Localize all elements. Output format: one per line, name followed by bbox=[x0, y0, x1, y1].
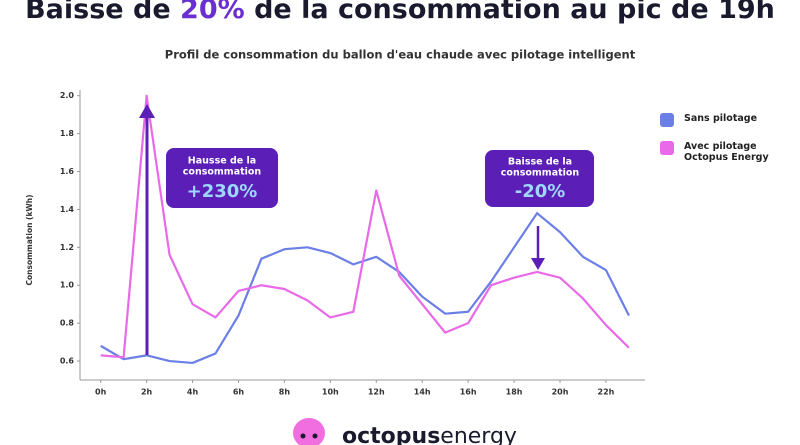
y-tick-label: 2.0 bbox=[60, 91, 75, 100]
chart-subtitle: Profil de consommation du ballon d'eau c… bbox=[165, 48, 636, 62]
y-tick-label: 1.2 bbox=[60, 243, 74, 252]
arrow-head bbox=[531, 258, 545, 270]
y-tick-label: 1.6 bbox=[60, 167, 75, 176]
logo-word: octopus bbox=[342, 424, 440, 445]
x-tick-label: 12h bbox=[368, 388, 385, 397]
annotation-text: Hausse de la bbox=[188, 156, 256, 167]
x-tick-label: 14h bbox=[414, 388, 431, 397]
annotation-text: consommation bbox=[183, 167, 262, 178]
logo-text: octopusenergy bbox=[342, 424, 517, 445]
annotation-box bbox=[485, 150, 594, 207]
logo-word: energy bbox=[440, 424, 517, 445]
y-axis-label: Consommation (kWh) bbox=[25, 194, 34, 285]
legend-label: Sans pilotage bbox=[684, 113, 758, 124]
arrow-head bbox=[139, 104, 155, 118]
x-tick-label: 18h bbox=[506, 388, 523, 397]
x-tick-label: 10h bbox=[322, 388, 339, 397]
annotation-text: consommation bbox=[501, 168, 580, 179]
x-tick-label: 8h bbox=[279, 388, 291, 397]
y-tick-label: 1.4 bbox=[60, 205, 75, 214]
x-tick-label: 22h bbox=[598, 388, 615, 397]
logo-eye bbox=[312, 433, 318, 439]
annotation-text: Baisse de la bbox=[508, 157, 572, 168]
y-tick-label: 1.0 bbox=[60, 281, 75, 290]
series-line bbox=[100, 94, 630, 359]
x-tick-label: 16h bbox=[460, 388, 477, 397]
x-tick-label: 6h bbox=[233, 388, 245, 397]
annotation-box bbox=[166, 148, 278, 208]
logo-icon bbox=[293, 418, 325, 445]
series-line bbox=[100, 212, 630, 365]
title-highlight: 20% bbox=[180, 0, 245, 25]
legend-swatch bbox=[660, 113, 674, 127]
x-tick-label: 2h bbox=[141, 388, 153, 397]
title-part: Baisse de bbox=[25, 0, 180, 25]
y-tick-label: 1.8 bbox=[60, 129, 75, 138]
logo-eye bbox=[300, 433, 306, 439]
legend-label: Avec pilotage Octopus Energy bbox=[684, 141, 769, 163]
legend-item: Sans pilotage bbox=[660, 113, 757, 127]
annotation-value: +230% bbox=[187, 181, 258, 202]
annotation-value: -20% bbox=[515, 181, 566, 202]
legend-item: Avec pilotage Octopus Energy bbox=[660, 141, 780, 163]
y-tick-label: 0.6 bbox=[60, 357, 75, 366]
chart-title: Baisse de 20% de la consommation au pic … bbox=[25, 0, 775, 25]
title-part: de la consommation au pic de 19h bbox=[245, 0, 775, 25]
x-tick-label: 4h bbox=[187, 388, 199, 397]
legend-swatch bbox=[660, 141, 674, 155]
x-tick-label: 20h bbox=[552, 388, 569, 397]
x-tick-label: 0h bbox=[95, 388, 107, 397]
y-tick-label: 0.8 bbox=[60, 319, 75, 328]
